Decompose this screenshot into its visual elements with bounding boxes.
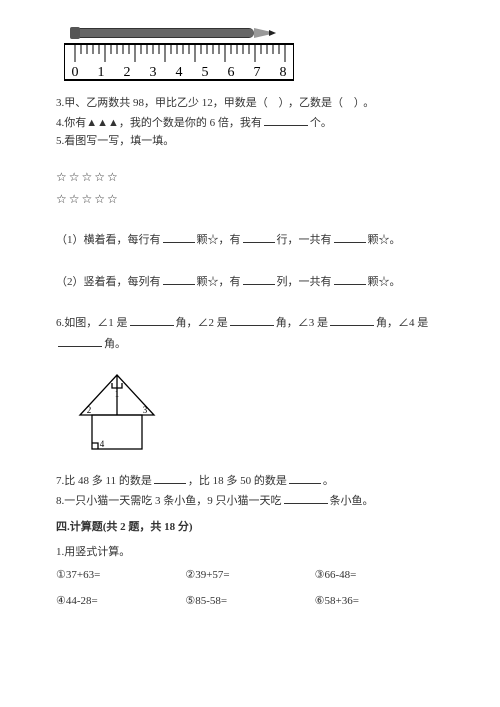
q7: 7.比 48 多 11 的数是 ，比 18 多 50 的数是 。 (56, 471, 444, 491)
q4: 4.你有▲▲▲，我的个数是你的 6 倍，我有 个。 (56, 113, 444, 133)
ruler-num: 2 (124, 65, 131, 80)
ruler-num: 5 (202, 65, 209, 80)
blank (334, 230, 366, 243)
house-figure: 1 2 3 4 (62, 369, 444, 455)
blank (289, 471, 321, 484)
blank (243, 272, 275, 285)
calc-item: ⑥58+36= (315, 592, 444, 611)
calc-item: ②39+57= (185, 566, 314, 585)
text: 4.你有▲▲▲，我的个数是你的 6 倍，我有 (56, 117, 262, 129)
ruler-num: 0 (72, 65, 79, 80)
calc-item: ③66-48= (315, 566, 444, 585)
calc-q1: 1.用竖式计算。 (56, 543, 444, 562)
text: 3.甲、乙两数共 98，甲比乙少 12，甲数是 (56, 97, 257, 109)
section-4: 四.计算题(共 2 题，共 18 分) (56, 518, 444, 537)
q5-1: （1）横着看，每行有 颗☆，有 行，一共有 颗☆。 (56, 230, 444, 250)
paren: （ ） (332, 97, 363, 109)
text: （2）竖着看，每列有 (56, 276, 161, 288)
text: 颗☆。 (368, 234, 401, 246)
text: （1）横着看，每行有 (56, 234, 161, 246)
svg-text:2: 2 (87, 405, 92, 415)
blank (264, 113, 308, 126)
blank (154, 471, 186, 484)
calc-row: ④44-28= ⑤85-58= ⑥58+36= (56, 592, 444, 611)
text: 颗☆。 (368, 276, 401, 288)
q5: 5.看图写一写，填一填。 (56, 132, 444, 151)
text: 5.看图写一写，填一填。 (56, 135, 174, 147)
text: 。 (323, 475, 334, 487)
text: 角，∠2 是 (176, 317, 228, 329)
text: 1.用竖式计算。 (56, 546, 130, 558)
blank (230, 313, 274, 326)
ruler-num: 1 (98, 65, 105, 80)
q8: 8.一只小猫一天需吃 3 条小鱼，9 只小猫一天吃 条小鱼。 (56, 491, 444, 511)
blank (130, 313, 174, 326)
text: 角，∠3 是 (276, 317, 328, 329)
section-title: 四.计算题(共 2 题，共 18 分) (56, 518, 444, 537)
calc-item: ⑤85-58= (185, 592, 314, 611)
blank (334, 272, 366, 285)
text: 个。 (310, 117, 332, 129)
blank (58, 334, 102, 347)
q6: 6.如图，∠1 是 角，∠2 是 角，∠3 是 角，∠4 是角。 (56, 313, 444, 355)
text: 角。 (104, 338, 126, 350)
blank (330, 313, 374, 326)
text: 8.一只小猫一天需吃 3 条小鱼，9 只小猫一天吃 (56, 495, 282, 507)
calc-row: ①37+63= ②39+57= ③66-48= (56, 566, 444, 585)
blank (163, 230, 195, 243)
star-row: ☆☆☆☆☆ (56, 167, 444, 187)
ruler-num: 4 (176, 65, 183, 80)
text: 7.比 48 多 11 的数是 (56, 475, 152, 487)
text: 颗☆，有 (197, 234, 241, 246)
calc-item: ①37+63= (56, 566, 185, 585)
ruler-num: 7 (254, 65, 261, 80)
blank (163, 272, 195, 285)
blank (284, 491, 328, 504)
ruler-num: 8 (280, 65, 287, 80)
text: 颗☆，有 (197, 276, 241, 288)
text: ，乙数是 (288, 97, 332, 109)
q5-2: （2）竖着看，每列有 颗☆，有 列，一共有 颗☆。 (56, 272, 444, 292)
text: 行，一共有 (277, 234, 332, 246)
svg-text:1: 1 (115, 389, 120, 399)
text: 6.如图，∠1 是 (56, 317, 128, 329)
text: 。 (363, 97, 374, 109)
paren: （ ） (257, 97, 288, 109)
ruler-num: 3 (150, 65, 157, 80)
svg-text:4: 4 (100, 439, 105, 449)
text: 角，∠4 是 (376, 317, 428, 329)
ruler-num: 6 (228, 65, 235, 80)
q3: 3.甲、乙两数共 98，甲比乙少 12，甲数是（ ），乙数是（ ）。 (56, 94, 444, 113)
svg-text:3: 3 (143, 405, 148, 415)
ruler-image: 0 1 2 3 4 5 6 7 8 (64, 24, 444, 82)
star-row: ☆☆☆☆☆ (56, 189, 444, 209)
calc-item: ④44-28= (56, 592, 185, 611)
blank (243, 230, 275, 243)
text: 条小鱼。 (330, 495, 374, 507)
text: ，比 18 多 50 的数是 (188, 475, 287, 487)
text: 列，一共有 (277, 276, 332, 288)
